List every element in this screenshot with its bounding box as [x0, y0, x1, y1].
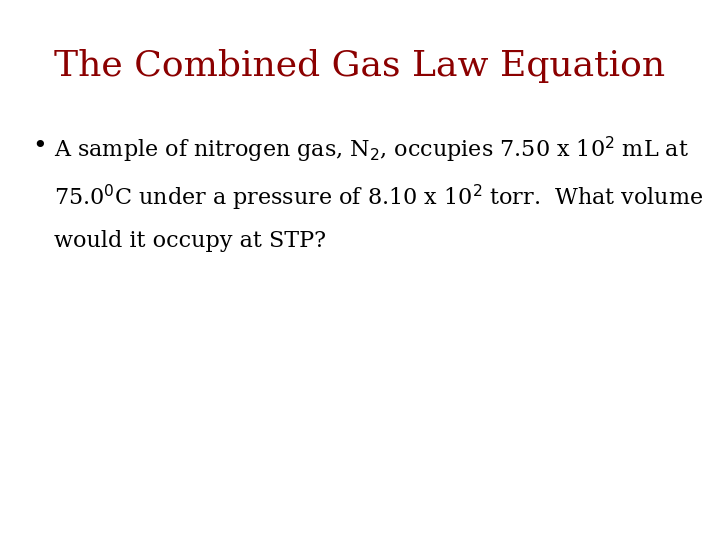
Text: 75.0$^0$C under a pressure of 8.10 x 10$^2$ torr.  What volume: 75.0$^0$C under a pressure of 8.10 x 10$…: [54, 183, 703, 213]
Text: •: •: [32, 135, 47, 158]
Text: A sample of nitrogen gas, N$_2$, occupies 7.50 x 10$^2$ mL at: A sample of nitrogen gas, N$_2$, occupie…: [54, 135, 689, 165]
Text: would it occupy at STP?: would it occupy at STP?: [54, 230, 326, 252]
Text: The Combined Gas Law Equation: The Combined Gas Law Equation: [55, 49, 665, 83]
